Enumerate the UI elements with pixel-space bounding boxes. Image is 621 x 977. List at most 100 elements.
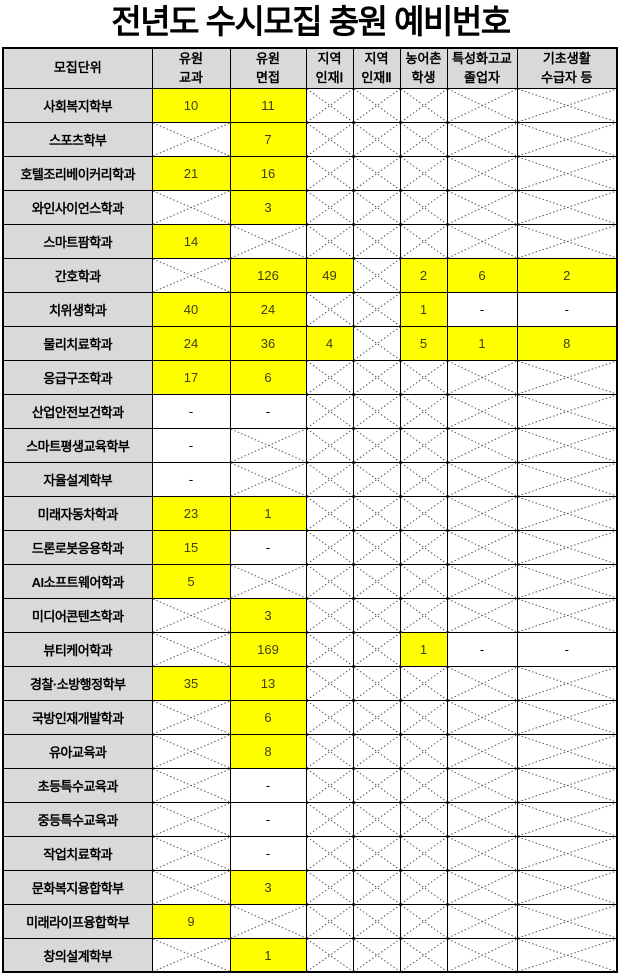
cross-hatch-icon: [354, 939, 399, 972]
highlighted-value-cell: 6: [229, 699, 307, 735]
cross-hatch-icon: [448, 769, 516, 802]
highlighted-value-cell: 3: [229, 597, 307, 633]
highlighted-value-cell: 3: [229, 189, 307, 225]
crossed-cell: [305, 665, 354, 701]
cross-hatch-icon: [354, 259, 399, 292]
crossed-cell: [151, 631, 231, 667]
crossed-cell: [352, 87, 401, 123]
cross-hatch-icon: [307, 667, 352, 700]
crossed-cell: [446, 427, 518, 463]
crossed-cell: [305, 529, 354, 565]
highlighted-value-cell: 2: [399, 257, 448, 293]
cross-hatch-icon: [518, 803, 616, 836]
crossed-cell: [446, 155, 518, 191]
cross-hatch-icon: [354, 531, 399, 564]
cross-hatch-icon: [448, 89, 516, 122]
highlighted-value-cell: 16: [229, 155, 307, 191]
crossed-cell: [399, 427, 448, 463]
cross-hatch-icon: [354, 225, 399, 258]
value-cell: -: [516, 291, 618, 327]
cross-hatch-icon: [307, 803, 352, 836]
row-label: 자율설계학부: [2, 461, 153, 497]
table-row: 드론로봇응용학과 15-: [2, 529, 618, 565]
cross-hatch-icon: [518, 531, 616, 564]
cross-hatch-icon: [448, 837, 516, 870]
cross-hatch-icon: [401, 803, 446, 836]
row-label: 미래라이프융합학부: [2, 903, 153, 939]
crossed-cell: [446, 869, 518, 905]
cross-hatch-icon: [401, 225, 446, 258]
highlighted-value-cell: 7: [229, 121, 307, 157]
highlighted-value-cell: 3: [229, 869, 307, 905]
value-cell: -: [229, 393, 307, 429]
highlighted-value-cell: 1: [399, 291, 448, 327]
cross-hatch-icon: [354, 565, 399, 598]
cross-hatch-icon: [153, 191, 229, 224]
table-row: 자율설계학부 -: [2, 461, 618, 497]
crossed-cell: [305, 155, 354, 191]
cross-hatch-icon: [354, 905, 399, 938]
page-title: 전년도 수시모집 충원 예비번호: [111, 3, 511, 40]
crossed-cell: [352, 733, 401, 769]
highlighted-value-cell: 36: [229, 325, 307, 361]
cross-hatch-icon: [448, 701, 516, 734]
crossed-cell: [399, 835, 448, 871]
cross-hatch-icon: [518, 837, 616, 870]
crossed-cell: [229, 427, 307, 463]
crossed-cell: [352, 427, 401, 463]
crossed-cell: [399, 461, 448, 497]
crossed-cell: [305, 631, 354, 667]
col-header-unit: 모집단위: [2, 47, 153, 89]
crossed-cell: [399, 359, 448, 395]
highlighted-value-cell: 126: [229, 257, 307, 293]
crossed-cell: [305, 937, 354, 973]
cross-hatch-icon: [307, 191, 352, 224]
crossed-cell: [305, 495, 354, 531]
cross-hatch-icon: [153, 599, 229, 632]
row-label: 유아교육과: [2, 733, 153, 769]
crossed-cell: [352, 903, 401, 939]
cross-hatch-icon: [401, 871, 446, 904]
table-row: 유아교육과 8: [2, 733, 618, 769]
crossed-cell: [516, 495, 618, 531]
row-label: 창의설계학부: [2, 937, 153, 973]
cross-hatch-icon: [153, 123, 229, 156]
crossed-cell: [399, 155, 448, 191]
row-label: 응급구조학과: [2, 359, 153, 395]
crossed-cell: [352, 121, 401, 157]
crossed-cell: [446, 937, 518, 973]
crossed-cell: [305, 359, 354, 395]
cross-hatch-icon: [354, 633, 399, 666]
highlighted-value-cell: 1: [399, 631, 448, 667]
row-label: 미디어콘텐츠학과: [2, 597, 153, 633]
table-row: 창의설계학부 1: [2, 937, 618, 973]
crossed-cell: [446, 665, 518, 701]
crossed-cell: [305, 767, 354, 803]
table-row: 작업치료학과 -: [2, 835, 618, 871]
cross-hatch-icon: [307, 395, 352, 428]
crossed-cell: [305, 393, 354, 429]
cross-hatch-icon: [307, 497, 352, 530]
highlighted-value-cell: 15: [151, 529, 231, 565]
crossed-cell: [399, 87, 448, 123]
cross-hatch-icon: [448, 531, 516, 564]
cross-hatch-icon: [153, 633, 229, 666]
table-row: 문화복지융합학부 3: [2, 869, 618, 905]
crossed-cell: [352, 359, 401, 395]
cross-hatch-icon: [518, 667, 616, 700]
highlighted-value-cell: 6: [446, 257, 518, 293]
row-label: 초등특수교육과: [2, 767, 153, 803]
crossed-cell: [399, 495, 448, 531]
cross-hatch-icon: [307, 123, 352, 156]
cross-hatch-icon: [401, 599, 446, 632]
cross-hatch-icon: [401, 157, 446, 190]
crossed-cell: [151, 869, 231, 905]
cross-hatch-icon: [518, 701, 616, 734]
cross-hatch-icon: [401, 735, 446, 768]
crossed-cell: [446, 835, 518, 871]
crossed-cell: [446, 563, 518, 599]
highlighted-value-cell: 8: [229, 733, 307, 769]
cross-hatch-icon: [354, 361, 399, 394]
cross-hatch-icon: [448, 429, 516, 462]
